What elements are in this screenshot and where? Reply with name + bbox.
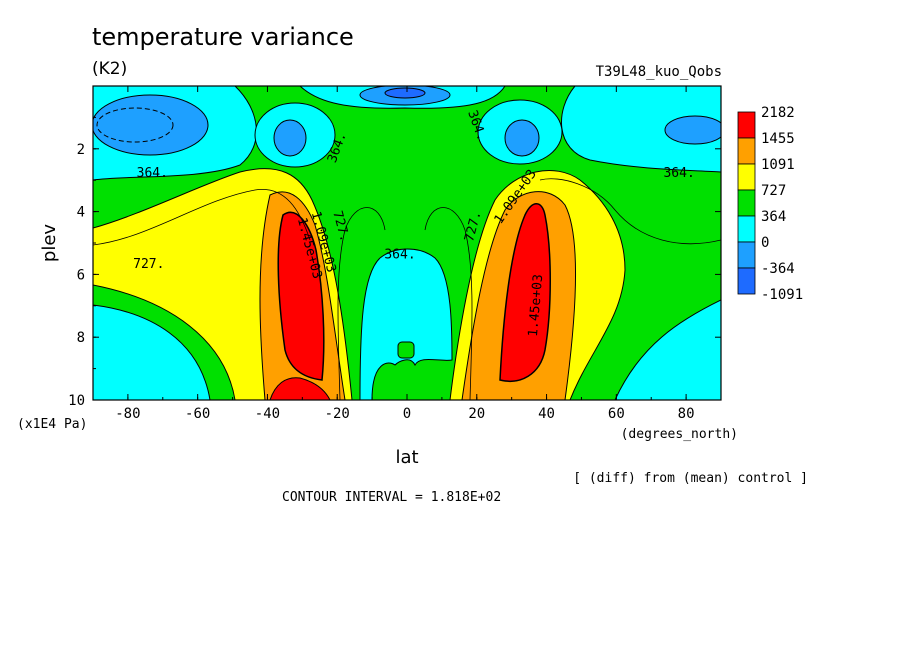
x-tick-label: -60 xyxy=(185,406,210,422)
legend-swatch xyxy=(737,189,756,217)
band-left-red xyxy=(277,211,325,381)
contour-label: 364. xyxy=(384,248,415,263)
legend-label: 1091 xyxy=(761,157,795,173)
y-tick-label: 2 xyxy=(77,142,85,158)
y-axis-units: (x1E4 Pa) xyxy=(17,417,87,432)
legend-swatch xyxy=(737,163,756,191)
contour-line xyxy=(337,207,386,400)
x-axis-label: lat xyxy=(395,447,418,468)
x-tick-label: 20 xyxy=(468,406,485,422)
x-tick-label: -40 xyxy=(255,406,280,422)
band-right-red xyxy=(499,203,551,382)
band-central-cyan xyxy=(359,248,453,400)
band-left-red-base xyxy=(269,377,331,400)
legend-label: 364 xyxy=(761,209,786,225)
contour-line xyxy=(424,207,473,400)
legend-label: 0 xyxy=(761,235,769,251)
run-label: T39L48_kuo_Qobs xyxy=(596,64,722,80)
contour-label: 1.45e+03 xyxy=(526,274,546,338)
contour-line xyxy=(93,188,311,246)
band-right-cyan xyxy=(561,86,721,173)
band-left-inner xyxy=(96,107,174,143)
band-right-blue xyxy=(664,115,721,145)
x-tick-label: -20 xyxy=(325,406,350,422)
band-upper-left-blue xyxy=(273,119,307,157)
chart-units: (K2) xyxy=(92,59,127,79)
diff-note: [ (diff) from (mean) control ] xyxy=(573,471,808,486)
legend-label: -1091 xyxy=(761,287,803,303)
y-tick-label: 4 xyxy=(77,205,85,221)
band-left-blue xyxy=(93,94,209,156)
legend-swatch xyxy=(737,137,756,165)
legend-swatch xyxy=(737,111,756,139)
contour-label: 727. xyxy=(133,257,164,272)
contour-label: 364. xyxy=(663,166,694,181)
legend-label: 1455 xyxy=(761,131,795,147)
legend-label: 2182 xyxy=(761,105,795,121)
x-tick-label: 80 xyxy=(678,406,695,422)
plot-area xyxy=(93,86,721,400)
band-central-green-notch xyxy=(397,341,415,359)
y-tick-label: 6 xyxy=(77,267,85,283)
legend-swatch xyxy=(737,215,756,243)
x-tick-label: 60 xyxy=(608,406,625,422)
contour-line xyxy=(539,178,721,245)
x-tick-label: 40 xyxy=(538,406,555,422)
legend-swatch xyxy=(737,241,756,269)
contour-label: 364. xyxy=(137,166,168,181)
y-tick-label: 8 xyxy=(77,330,85,346)
band-upper-right-blue xyxy=(504,119,540,157)
x-tick-label: 0 xyxy=(403,406,411,422)
legend-swatch xyxy=(737,267,756,295)
x-axis-units: (degrees_north) xyxy=(621,427,738,442)
legend-label: 727 xyxy=(761,183,786,199)
color-legend: 2182 1455 1091 727 364 0 -364 -1091 xyxy=(737,105,803,303)
legend-label: -364 xyxy=(761,261,795,277)
y-tick-label: 10 xyxy=(68,393,85,409)
axis-ticks: -80 -60 -40 -20 0 20 40 60 80 2 4 6 8 10 xyxy=(68,86,722,422)
chart-title: temperature variance xyxy=(92,23,354,51)
band-top-center-dark xyxy=(384,87,426,99)
y-axis-label: plev xyxy=(39,224,60,263)
contour-interval: CONTOUR INTERVAL = 1.818E+02 xyxy=(282,490,501,505)
x-tick-label: -80 xyxy=(115,406,140,422)
